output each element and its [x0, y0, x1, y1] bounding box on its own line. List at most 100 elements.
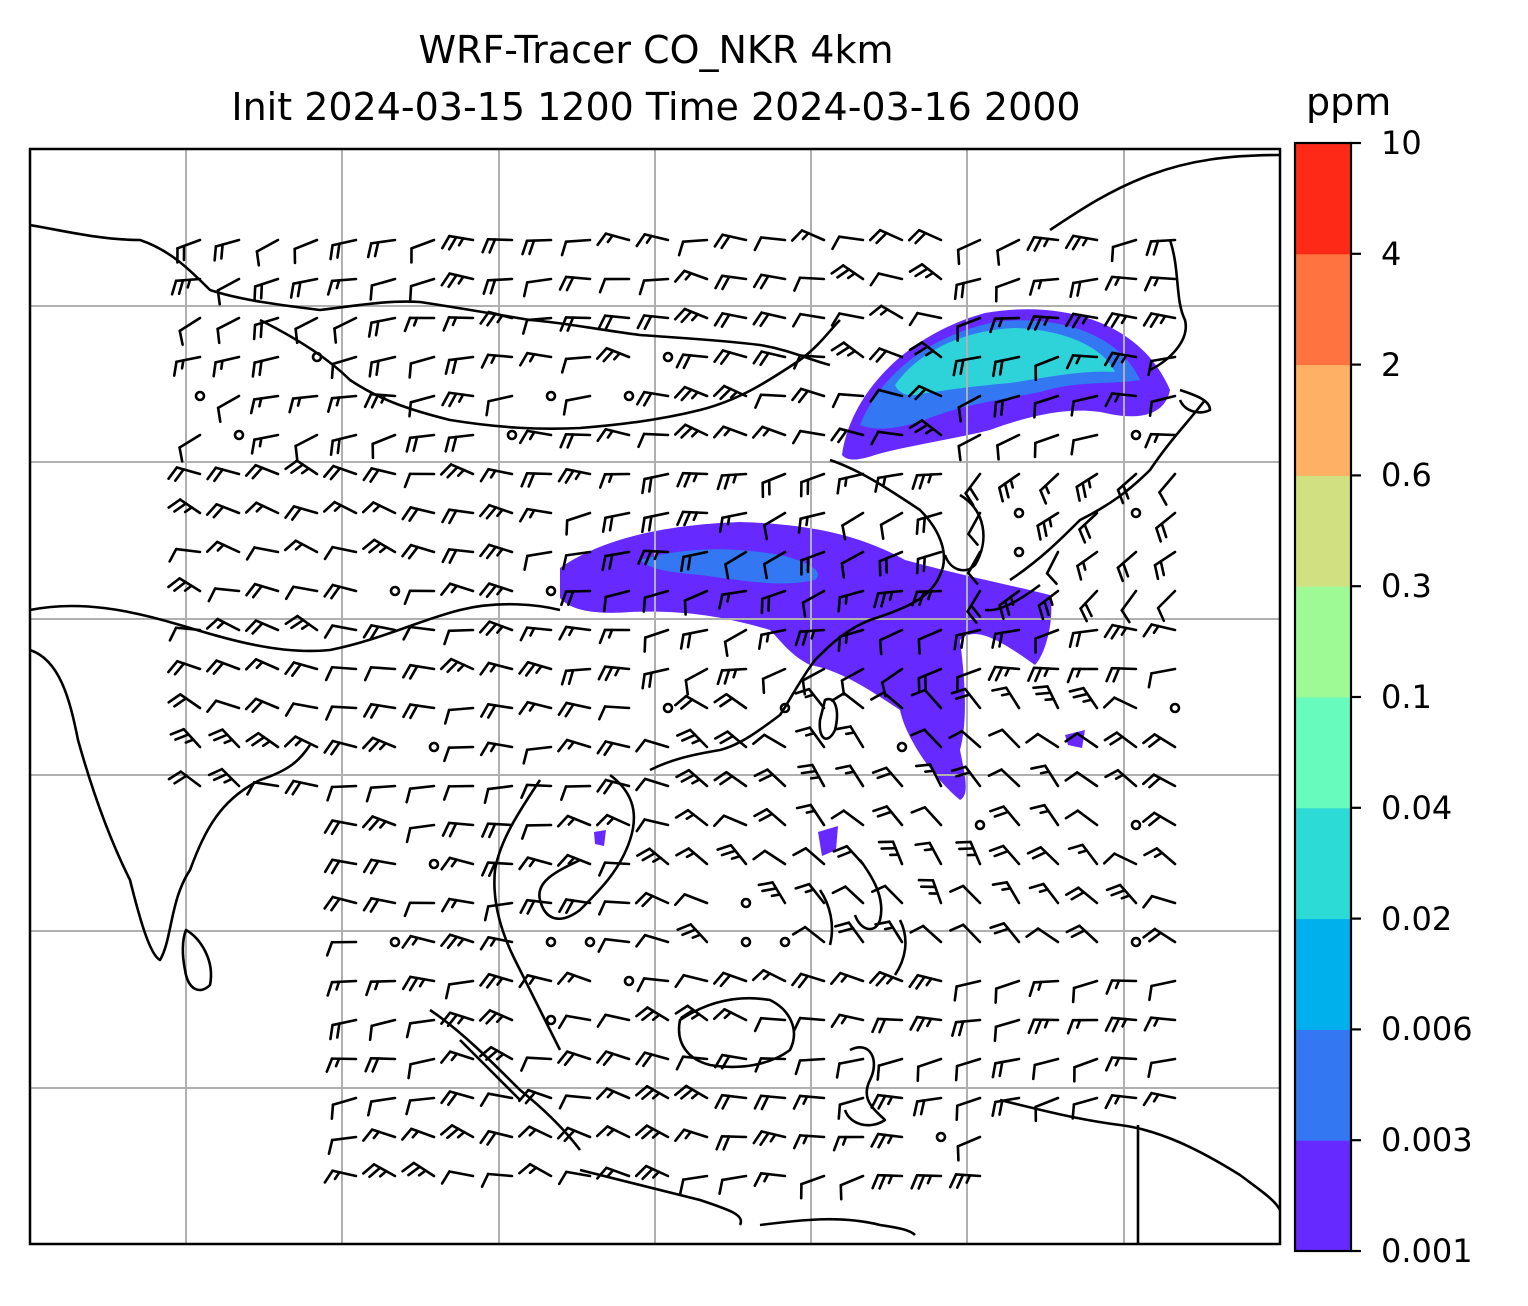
wind-barb	[870, 1093, 904, 1110]
wind-barb	[401, 1161, 436, 1178]
wind-barb	[596, 1013, 631, 1028]
wind-barb	[249, 394, 280, 415]
wind-barb	[752, 350, 787, 367]
wind-barb	[840, 550, 865, 579]
wind-barb	[674, 694, 709, 710]
wind-barb	[523, 550, 553, 571]
colorbar-segment	[1295, 475, 1351, 587]
wind-barb	[176, 238, 202, 264]
wind-barb	[1142, 1091, 1177, 1107]
colorbar-segment	[1295, 807, 1351, 920]
wind-barb	[724, 550, 748, 580]
wind-barb	[991, 881, 1021, 905]
wind-barb	[635, 933, 670, 948]
wind-barb	[870, 884, 904, 905]
wind-barb	[989, 805, 1021, 827]
wind-barb	[480, 1172, 514, 1188]
wind-barb	[915, 511, 943, 536]
calm-wind-marker	[389, 585, 401, 597]
wind-barb	[253, 277, 280, 302]
coastline-hokkaido	[1178, 388, 1212, 414]
wind-barb	[831, 235, 865, 251]
wind-barb	[403, 901, 436, 918]
colorbar-segment	[1295, 1029, 1351, 1141]
wind-barb	[565, 511, 592, 536]
wind-barb	[794, 1057, 826, 1076]
colorbar-segment	[1295, 253, 1351, 366]
wind-barb	[244, 501, 280, 515]
wind-barb	[830, 312, 865, 327]
wind-barb	[479, 1045, 514, 1061]
wind-barb	[641, 667, 670, 690]
wind-barb	[284, 661, 319, 677]
wind-barb	[752, 273, 787, 290]
calm-wind-marker	[545, 936, 557, 948]
wind-barb	[1155, 511, 1177, 543]
wind-barb	[597, 705, 631, 721]
calm-wind-marker	[545, 390, 557, 402]
wind-barb	[957, 433, 982, 462]
wind-barb	[518, 1088, 553, 1105]
wind-barb	[517, 1125, 553, 1139]
wind-barb	[996, 238, 1021, 266]
wind-barb	[1028, 979, 1060, 998]
wind-barb	[478, 1009, 514, 1025]
wind-barb	[953, 979, 982, 1002]
wind-barb	[679, 628, 709, 650]
wind-barb	[479, 543, 514, 560]
wind-barb	[363, 666, 397, 682]
wind-barb	[363, 392, 397, 409]
wind-barb	[954, 1057, 982, 1082]
calm-wind-marker	[623, 390, 635, 402]
wind-barb	[407, 1057, 436, 1080]
wind-barb	[440, 897, 475, 913]
wind-barb	[598, 277, 631, 294]
wind-barb	[871, 1173, 904, 1190]
wind-barb	[957, 394, 982, 423]
wind-barb	[481, 237, 514, 254]
wind-barb	[949, 923, 982, 944]
wind-barb	[951, 1018, 982, 1037]
colorbar-segment	[1295, 586, 1351, 698]
wind-barb	[403, 472, 436, 489]
wind-barb	[441, 821, 475, 838]
wind-barb	[761, 472, 787, 499]
wind-barb	[870, 691, 904, 710]
wind-barb	[1145, 238, 1177, 257]
calm-wind-marker	[1130, 936, 1142, 948]
wind-barb	[440, 272, 475, 289]
wind-barb	[596, 740, 631, 757]
wind-barb	[713, 971, 748, 988]
wind-barb	[246, 780, 280, 796]
calm-wind-marker	[1169, 702, 1181, 714]
wind-barb	[841, 511, 865, 541]
wind-barb	[643, 628, 670, 653]
wind-barb	[1064, 732, 1099, 749]
wind-barb	[997, 472, 1021, 503]
wind-barb	[405, 1018, 436, 1039]
wind-barb	[1026, 235, 1060, 252]
wind-barb	[987, 665, 1021, 682]
wind-barb	[753, 1094, 787, 1111]
wind-barb	[167, 659, 202, 676]
wind-barb	[598, 628, 631, 645]
wind-barb	[910, 728, 943, 749]
wind-barb	[1034, 1096, 1060, 1123]
wind-barb	[410, 238, 436, 264]
wind-barb	[797, 511, 826, 534]
wind-barb	[878, 628, 904, 656]
coastline-java	[579, 1168, 743, 1226]
wind-barb	[556, 853, 592, 867]
wind-barb	[480, 353, 514, 369]
wind-barb	[835, 725, 865, 749]
wind-barb	[912, 1096, 943, 1117]
wind-barb	[832, 1135, 865, 1152]
wind-barb	[207, 587, 241, 603]
wind-barb	[635, 738, 670, 753]
wind-barb	[1105, 883, 1138, 905]
wind-barb	[910, 688, 943, 710]
wind-barb	[362, 624, 397, 640]
wind-barb	[443, 628, 475, 646]
wind-barb	[956, 238, 982, 266]
wind-barb	[712, 425, 748, 439]
